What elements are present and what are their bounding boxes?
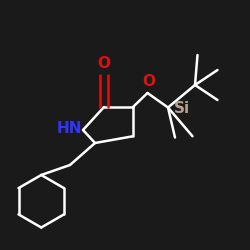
Text: O: O xyxy=(142,74,155,89)
Text: Si: Si xyxy=(174,101,190,116)
Text: HN: HN xyxy=(56,121,82,136)
Text: O: O xyxy=(98,56,110,71)
